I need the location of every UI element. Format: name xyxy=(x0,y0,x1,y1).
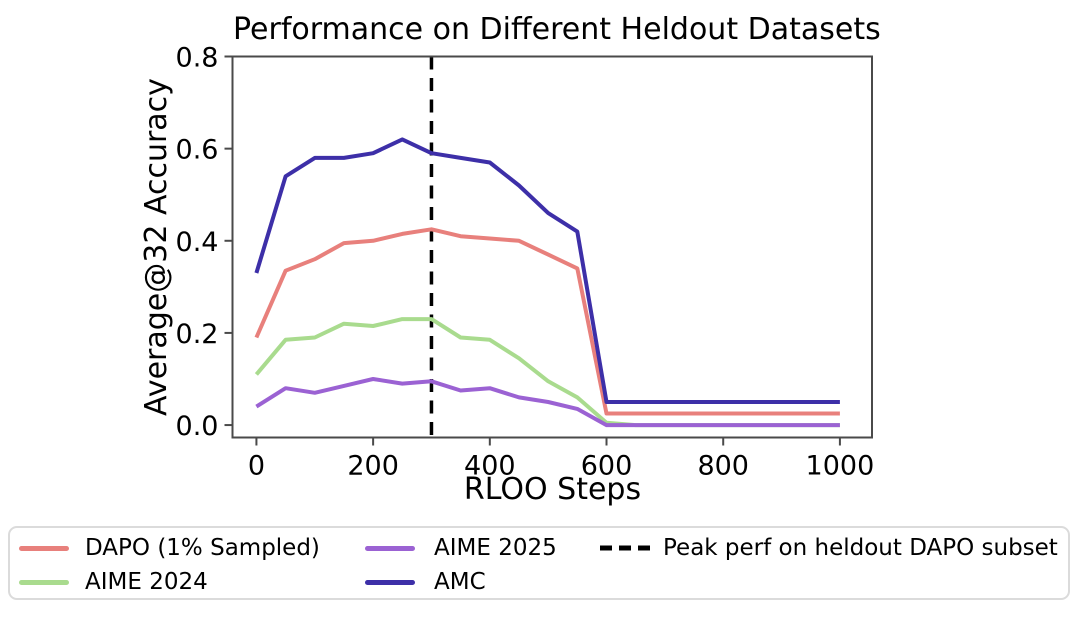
axes-spines xyxy=(231,55,873,439)
x-tick-label: 1000 xyxy=(806,451,875,482)
dashed-line-icon xyxy=(600,545,650,551)
x-tick-label: 400 xyxy=(464,451,516,482)
x-tick-label: 800 xyxy=(697,451,749,482)
y-tick-label: 0.0 xyxy=(176,411,219,442)
y-tick-label: 0.6 xyxy=(176,135,219,166)
legend-column-3: Peak perf on heldout DAPO subset xyxy=(599,531,1058,565)
legend-label-aime2024: AIME 2024 xyxy=(85,569,208,595)
chart-plot-area: 0 200 400 600 800 1000 0.0 0.2 0.4 0.6 0.8 xyxy=(176,43,875,482)
y-tick-label: 0.8 xyxy=(176,43,219,74)
legend-item-aime2024: AIME 2024 xyxy=(19,565,320,599)
legend-column-1: DAPO (1% Sampled) AIME 2024 xyxy=(19,531,320,599)
legend-swatch-dapo xyxy=(19,545,69,551)
legend-swatch-aime2025 xyxy=(365,545,415,551)
legend-label-aime2025: AIME 2025 xyxy=(434,535,557,561)
legend-item-peak-vline: Peak perf on heldout DAPO subset xyxy=(599,531,1058,565)
chart-title: Performance on Different Heldout Dataset… xyxy=(233,12,881,47)
legend-column-2: AIME 2025 AMC xyxy=(365,531,557,599)
series-line-aime-2025 xyxy=(255,377,840,428)
legend-item-aime2025: AIME 2025 xyxy=(365,531,557,565)
x-axis-label: RLOO Steps xyxy=(463,472,642,507)
legend-swatch-amc xyxy=(365,579,415,585)
legend-item-dapo: DAPO (1% Sampled) xyxy=(19,531,320,565)
y-tick-label: 0.4 xyxy=(176,227,219,258)
legend-label-peak-vline: Peak perf on heldout DAPO subset xyxy=(663,535,1058,561)
legend: DAPO (1% Sampled) AIME 2024 AIME 2025 AM… xyxy=(8,526,1070,600)
series-line-amc xyxy=(254,137,840,404)
series-line-dapo-1-sampled xyxy=(254,227,840,416)
x-tick-label: 0 xyxy=(248,451,265,482)
x-tick-label: 600 xyxy=(581,451,633,482)
legend-label-amc: AMC xyxy=(434,569,486,595)
x-tick-label: 200 xyxy=(347,451,399,482)
legend-item-amc: AMC xyxy=(365,565,557,599)
y-tick-label: 0.2 xyxy=(176,319,219,350)
legend-label-dapo: DAPO (1% Sampled) xyxy=(85,535,320,561)
series-line-aime-2024 xyxy=(254,317,840,428)
legend-swatch-aime2024 xyxy=(19,579,69,585)
